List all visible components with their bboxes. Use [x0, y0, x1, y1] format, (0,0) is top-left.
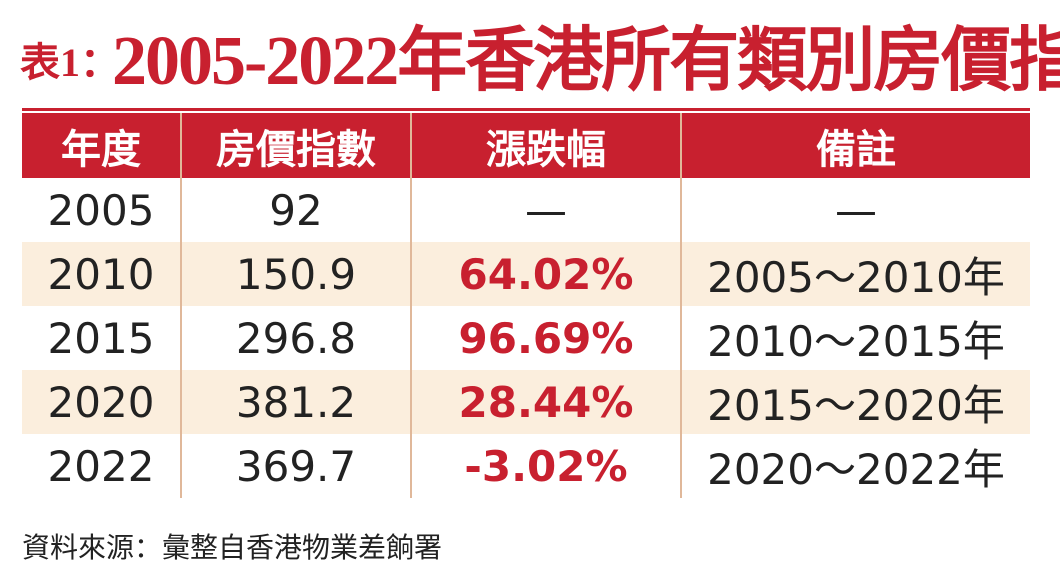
header-row: 年度 房價指數 漲跌幅 備註 [22, 113, 1030, 178]
title: 2005-2022年香港所有類別房價指數 [112, 23, 1060, 100]
table-row: 2010 150.9 64.02% 2005～2010年 [22, 242, 1030, 306]
header-cell: 備註 [680, 113, 1030, 178]
table-row: 2005 92— — [22, 178, 1030, 242]
header-cell: 年度 [22, 113, 181, 178]
table-cell: 2022 [47, 441, 155, 491]
table-cell: 64.02% [410, 242, 681, 306]
header-cell: 房價指數 [180, 113, 411, 178]
table-cell: 2010 [22, 242, 181, 306]
table-cell: 28.44% [410, 370, 681, 434]
table-cell: 2005 [47, 185, 155, 235]
source-note: 資料來源：彙整自香港物業差餉署 [22, 531, 443, 564]
table-body: 2005 92— —2010 150.9 64.02% 2005～2010年 2015 296… [22, 178, 1030, 498]
table-cell: 96.69% [410, 306, 681, 370]
header-cell: 漲跌幅 [410, 113, 681, 178]
table-cell: 2005～2010年 [680, 242, 1030, 306]
table: 年度 房價指數 漲跌幅 備註 2005 92— —2010 150.9 64.02% 2005～… [22, 113, 1030, 498]
table-cell: 369.7 [180, 434, 411, 498]
table-cell: — [680, 178, 1030, 242]
table-cell: 2020～2022年 [680, 434, 1030, 498]
table-cell: 2020 [22, 370, 181, 434]
title-label: 表1： [20, 40, 120, 85]
table-cell: 381.2 [180, 370, 411, 434]
table-cell: 2015 [47, 313, 155, 363]
title-rule [22, 108, 1030, 111]
table-cell: 150.9 [180, 242, 411, 306]
table-cell: 2010～2015年 [680, 306, 1030, 370]
table-cell: 92 [180, 178, 411, 242]
table-row: 2020 381.2 28.44% 2015～2020年 [22, 370, 1030, 434]
table-cell: — [410, 178, 681, 242]
table-cell: 2015～2020年 [680, 370, 1030, 434]
table-cell: -3.02% [410, 434, 681, 498]
table-cell: 296.8 [180, 306, 411, 370]
table-row: 2015 296.8 96.69% 2010～2015年 [22, 306, 1030, 370]
table-row: 2022 369.7 -3.02% 2020～2022年 [22, 434, 1030, 498]
